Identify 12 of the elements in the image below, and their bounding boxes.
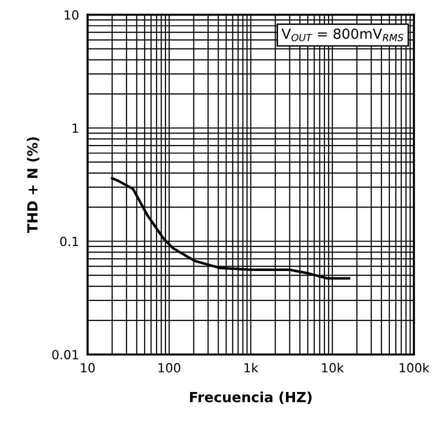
x-tick-label: 1k: [244, 362, 258, 372]
x-tick-label: 100k: [400, 362, 430, 372]
x-tick-label: 100: [158, 363, 180, 372]
y-tick-label: 10: [64, 10, 78, 20]
x-tick-label: 10k: [322, 362, 344, 372]
y-tick-label: 1: [72, 124, 78, 133]
annotation: V$_{OUT}$ = 800mV$_{RMS}$: [282, 28, 404, 42]
x-axis-title: Frecuencia (HZ): [190, 392, 312, 404]
y-tick-label: 0.1: [60, 236, 78, 246]
x-tick-label: 10: [81, 363, 95, 372]
y-tick-label: 0.01: [52, 350, 78, 360]
y-axis-title: THD + N (%): [26, 137, 40, 234]
